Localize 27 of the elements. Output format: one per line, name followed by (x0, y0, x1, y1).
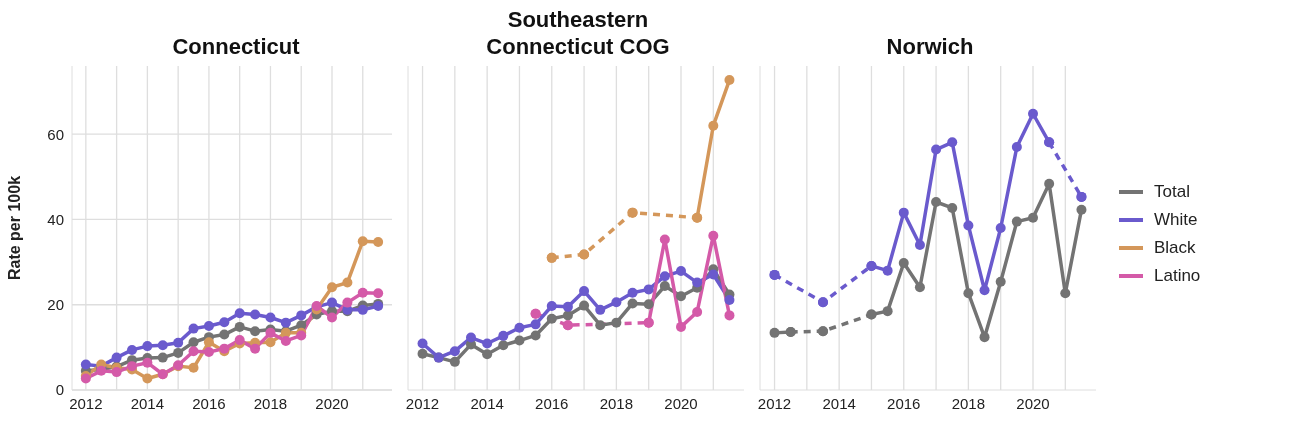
x-tick-label: 2020 (1016, 394, 1050, 412)
x-tick-label: 2012 (69, 394, 103, 412)
y-tick-label: 40 (47, 210, 64, 228)
x-tick-label: 2020 (664, 394, 698, 412)
chart-title: Southeastern Connecticut COG (485, 7, 671, 60)
x-tick-label: 2018 (253, 394, 288, 412)
x-tick-label: 2014 (470, 394, 504, 412)
x-tick-label: 2020 (315, 394, 349, 412)
legend-label: Latino (1154, 266, 1201, 286)
x-tick-label: 2016 (887, 394, 921, 412)
x-tick-label: 2018 (951, 394, 986, 412)
x-tick-label: 2014 (822, 394, 856, 412)
x-tick-label: 2016 (192, 394, 226, 412)
x-tick-label: 2012 (405, 394, 440, 412)
legend-label: Total (1154, 182, 1190, 202)
y-axis-title: Rate per 100k (5, 175, 23, 281)
legend-label: White (1154, 210, 1198, 230)
x-tick-label: 2018 (599, 394, 634, 412)
legend-label: Black (1154, 238, 1196, 258)
x-tick-label: 2014 (130, 394, 165, 412)
y-tick-label: 20 (47, 296, 64, 314)
y-tick-label: 0 (55, 381, 64, 399)
x-tick-label: 2016 (535, 394, 569, 412)
chart-title: Connecticut (171, 33, 301, 60)
y-tick-label: 60 (47, 125, 64, 143)
x-tick-label: 2012 (757, 394, 792, 412)
chart-title: Norwich (885, 33, 975, 60)
